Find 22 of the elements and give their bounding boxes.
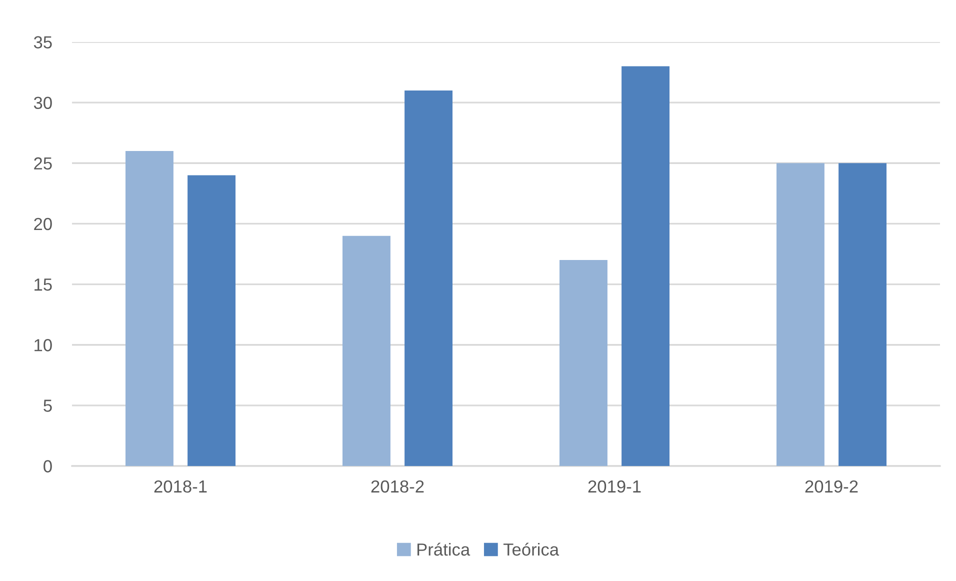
bar xyxy=(188,175,236,466)
bar xyxy=(125,151,174,466)
y-tick-label: 15 xyxy=(34,278,52,291)
y-tick-label: 5 xyxy=(44,400,52,412)
bar xyxy=(404,90,453,466)
y-tick-label: 10 xyxy=(34,339,52,352)
bar xyxy=(838,163,887,466)
x-tick-label: 2018-2 xyxy=(371,480,424,493)
y-tick-label: 30 xyxy=(34,96,52,110)
bar xyxy=(559,260,608,466)
y-tick-label: 20 xyxy=(34,218,52,230)
legend-label: Prática xyxy=(417,542,470,556)
bar xyxy=(622,66,670,466)
x-tick-label: 2019-1 xyxy=(588,480,641,493)
y-tick-label: 25 xyxy=(34,157,52,170)
y-tick-label: 0 xyxy=(44,460,52,472)
x-tick-label: 2019-2 xyxy=(805,480,858,493)
y-tick-label: 35 xyxy=(34,36,52,48)
legend-label: Teórica xyxy=(503,542,560,556)
bar xyxy=(776,163,824,466)
bar xyxy=(342,236,390,466)
x-tick-label: 2018-1 xyxy=(154,480,207,493)
